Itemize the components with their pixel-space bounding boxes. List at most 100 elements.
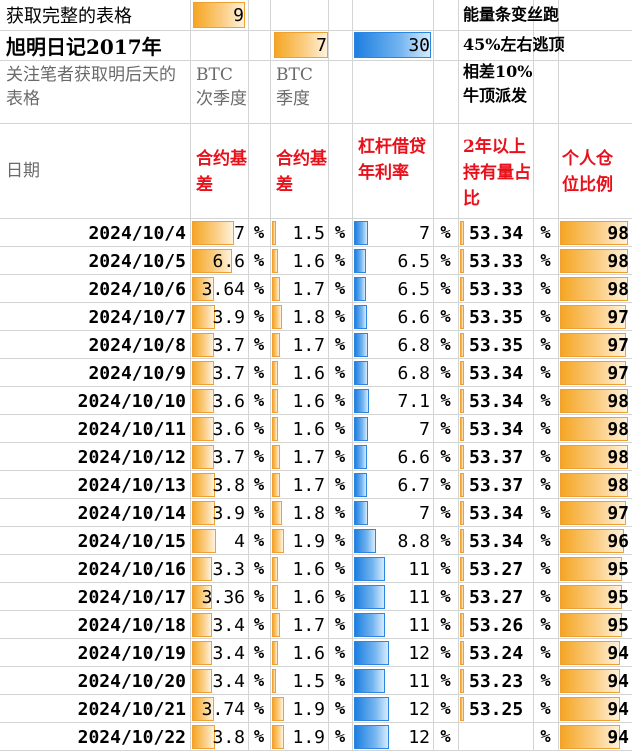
- leverage-cell[interactable]: 6.8: [353, 331, 433, 359]
- leverage-cell[interactable]: 6.6: [353, 303, 433, 331]
- percent-cell-basis-2[interactable]: %: [328, 583, 352, 611]
- percent-cell-basis-2[interactable]: %: [328, 527, 352, 555]
- percent-cell-basis-2[interactable]: %: [328, 331, 352, 359]
- percent-cell-basis-2[interactable]: %: [328, 499, 352, 527]
- holders-cell[interactable]: 53.37: [459, 471, 533, 499]
- percent-cell-holders[interactable]: %: [533, 667, 558, 695]
- basis-1-cell[interactable]: 3.7: [191, 359, 248, 387]
- holders-cell[interactable]: 53.34: [459, 219, 533, 247]
- holders-cell[interactable]: 53.34: [459, 527, 533, 555]
- col-header-position-cell[interactable]: 个人仓位比例: [562, 146, 628, 206]
- date-cell[interactable]: 2024/10/14: [0, 499, 190, 527]
- percent-cell-leverage[interactable]: %: [433, 247, 458, 275]
- percent-cell-basis-2[interactable]: %: [328, 443, 352, 471]
- header-title-cell[interactable]: 获取完整的表格: [6, 0, 191, 30]
- date-cell[interactable]: 2024/10/9: [0, 359, 190, 387]
- date-cell[interactable]: 2024/10/17: [0, 583, 190, 611]
- percent-cell-leverage[interactable]: %: [433, 275, 458, 303]
- percent-cell-basis-1[interactable]: %: [248, 247, 270, 275]
- basis-1-cell[interactable]: 7: [191, 219, 248, 247]
- leverage-cell[interactable]: 6.5: [353, 275, 433, 303]
- percent-cell-basis-2[interactable]: %: [328, 275, 352, 303]
- percent-cell-holders[interactable]: %: [533, 583, 558, 611]
- header-subtitle-cell[interactable]: 旭明日记2017年: [6, 30, 196, 60]
- leverage-cell[interactable]: 11: [353, 611, 433, 639]
- basis-2-cell[interactable]: 1.9: [271, 527, 328, 555]
- percent-cell-basis-1[interactable]: %: [248, 219, 270, 247]
- position-cell[interactable]: 95: [559, 583, 632, 611]
- percent-cell-basis-2[interactable]: %: [328, 639, 352, 667]
- percent-cell-leverage[interactable]: %: [433, 387, 458, 415]
- percent-cell-leverage[interactable]: %: [433, 583, 458, 611]
- percent-cell-holders[interactable]: %: [533, 611, 558, 639]
- leverage-cell[interactable]: 12: [353, 723, 433, 751]
- date-cell[interactable]: 2024/10/12: [0, 443, 190, 471]
- percent-cell-holders[interactable]: %: [533, 499, 558, 527]
- holders-cell[interactable]: 53.24: [459, 639, 533, 667]
- holders-cell[interactable]: 53.34: [459, 387, 533, 415]
- percent-cell-basis-1[interactable]: %: [248, 387, 270, 415]
- percent-cell-leverage[interactable]: %: [433, 219, 458, 247]
- basis-2-cell[interactable]: 1.6: [271, 555, 328, 583]
- percent-cell-holders[interactable]: %: [533, 443, 558, 471]
- header-right-3-cell[interactable]: 相差10%牛顶派发: [463, 60, 535, 124]
- position-cell[interactable]: 98: [559, 219, 632, 247]
- leverage-cell[interactable]: 6.6: [353, 443, 433, 471]
- basis-1-cell[interactable]: 4: [191, 527, 248, 555]
- basis-1-cell[interactable]: 3.7: [191, 331, 248, 359]
- percent-cell-basis-1[interactable]: %: [248, 611, 270, 639]
- leverage-cell[interactable]: 8.8: [353, 527, 433, 555]
- basis-2-cell[interactable]: 1.6: [271, 359, 328, 387]
- position-cell[interactable]: 97: [559, 499, 632, 527]
- col-header-date-cell[interactable]: 日期: [6, 124, 186, 218]
- percent-cell-basis-1[interactable]: %: [248, 527, 270, 555]
- leverage-cell[interactable]: 7.1: [353, 387, 433, 415]
- basis-2-cell[interactable]: 1.5: [271, 667, 328, 695]
- percent-cell-basis-1[interactable]: %: [248, 639, 270, 667]
- basis-2-cell[interactable]: 1.7: [271, 471, 328, 499]
- percent-cell-basis-2[interactable]: %: [328, 555, 352, 583]
- percent-cell-basis-1[interactable]: %: [248, 275, 270, 303]
- percent-cell-leverage[interactable]: %: [433, 471, 458, 499]
- date-cell[interactable]: 2024/10/6: [0, 275, 190, 303]
- position-cell[interactable]: 98: [559, 247, 632, 275]
- holders-cell[interactable]: 53.35: [459, 331, 533, 359]
- percent-cell-basis-2[interactable]: %: [328, 415, 352, 443]
- basis-1-cell[interactable]: 3.3: [191, 555, 248, 583]
- date-cell[interactable]: 2024/10/7: [0, 303, 190, 331]
- date-cell[interactable]: 2024/10/20: [0, 667, 190, 695]
- holders-cell[interactable]: 53.34: [459, 359, 533, 387]
- holders-cell[interactable]: 53.27: [459, 583, 533, 611]
- percent-cell-holders[interactable]: %: [533, 359, 558, 387]
- basis-1-cell[interactable]: 3.6: [191, 415, 248, 443]
- basis-2-cell[interactable]: 1.6: [271, 387, 328, 415]
- basis-2-cell[interactable]: 1.7: [271, 611, 328, 639]
- holders-cell[interactable]: 53.23: [459, 667, 533, 695]
- percent-cell-leverage[interactable]: %: [433, 415, 458, 443]
- percent-cell-basis-2[interactable]: %: [328, 303, 352, 331]
- col-header-basis-2-cell[interactable]: 合约基差: [276, 146, 328, 206]
- percent-cell-holders[interactable]: %: [533, 723, 558, 751]
- percent-cell-holders[interactable]: %: [533, 219, 558, 247]
- percent-cell-basis-2[interactable]: %: [328, 359, 352, 387]
- col-header-holders-cell[interactable]: 2年以上持有量占比: [463, 134, 533, 218]
- header-note-cell[interactable]: 关注笔者获取明后天的表格: [6, 63, 190, 121]
- percent-cell-holders[interactable]: %: [533, 275, 558, 303]
- basis-1-cell[interactable]: 3.64: [191, 275, 248, 303]
- percent-cell-basis-2[interactable]: %: [328, 387, 352, 415]
- basis-1-cell[interactable]: 3.8: [191, 471, 248, 499]
- position-cell[interactable]: 94: [559, 695, 632, 723]
- basis-2-cell[interactable]: 1.9: [271, 695, 328, 723]
- basis-1-cell[interactable]: 3.36: [191, 583, 248, 611]
- percent-cell-basis-1[interactable]: %: [248, 331, 270, 359]
- date-cell[interactable]: 2024/10/18: [0, 611, 190, 639]
- header-right-1-cell[interactable]: 能量条变丝跑: [463, 0, 632, 30]
- basis-2-cell[interactable]: 1.6: [271, 639, 328, 667]
- position-cell[interactable]: 98: [559, 275, 632, 303]
- header-value-cell-3[interactable]: 30: [353, 30, 433, 60]
- percent-cell-holders[interactable]: %: [533, 387, 558, 415]
- basis-1-cell[interactable]: 3.4: [191, 639, 248, 667]
- percent-cell-holders[interactable]: %: [533, 527, 558, 555]
- date-cell[interactable]: 2024/10/11: [0, 415, 190, 443]
- position-cell[interactable]: 98: [559, 415, 632, 443]
